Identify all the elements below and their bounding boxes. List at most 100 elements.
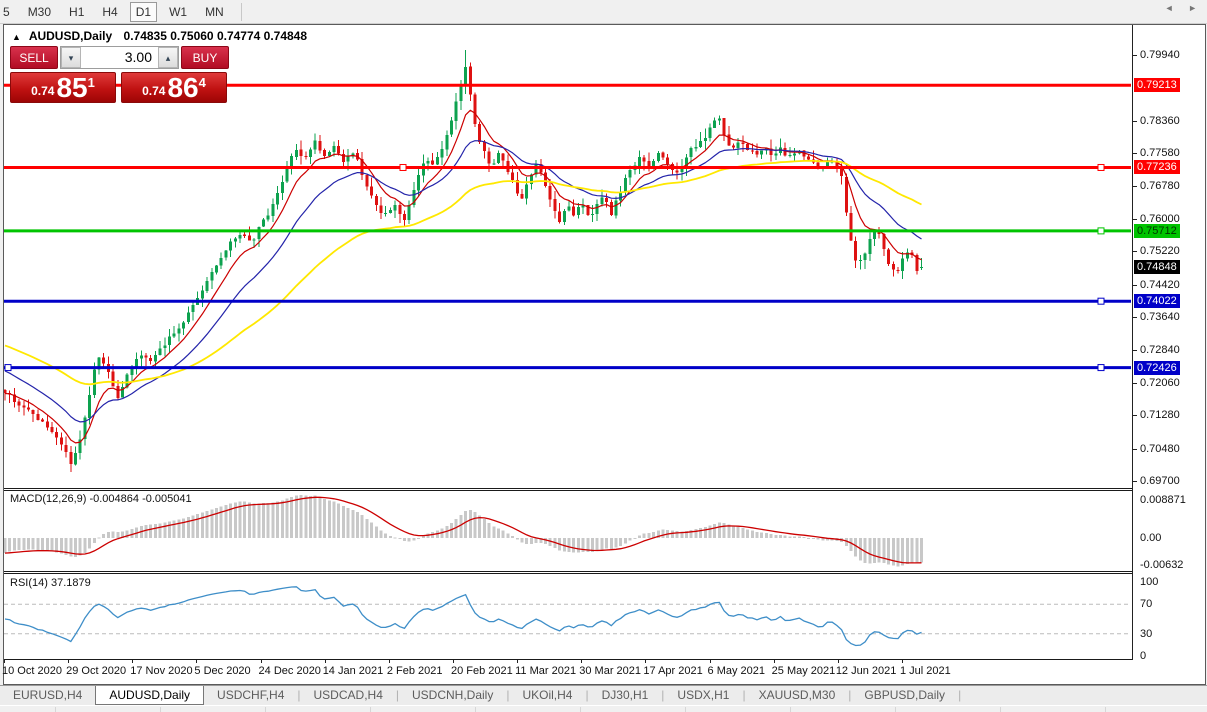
buy-button[interactable]: BUY <box>181 46 229 69</box>
timeframe-button-h4[interactable]: H4 <box>102 4 118 19</box>
date-label: 25 May 2021 <box>771 665 836 677</box>
tab-gbpusd-daily[interactable]: GBPUSD,Daily <box>864 688 946 702</box>
statusbar-divider <box>370 707 371 712</box>
timeframe-button-mn[interactable]: MN <box>205 4 224 19</box>
timeframe-button-w1[interactable]: W1 <box>169 4 188 19</box>
price-tick <box>1133 251 1137 253</box>
level-price-label: 0.77236 <box>1134 160 1180 175</box>
price-tick-label: 0.72840 <box>1140 344 1180 357</box>
level-price-label: 0.79213 <box>1134 78 1180 93</box>
volume-input[interactable]: 3.00 <box>124 49 152 65</box>
tab-dj30-h1[interactable]: DJ30,H1 <box>601 688 649 702</box>
statusbar-divider <box>1000 707 1001 712</box>
statusbar-divider <box>265 707 266 712</box>
date-tick <box>645 660 647 663</box>
level-price-label: 0.72426 <box>1134 360 1180 375</box>
volume-up-button[interactable]: ▴ <box>158 47 178 68</box>
rsi-label: RSI(14) 37.1879 <box>10 577 91 589</box>
tab-usdx-h1[interactable]: USDX,H1 <box>677 688 730 702</box>
tab-usdcad-h4[interactable]: USDCAD,H4 <box>313 688 383 702</box>
price-tick-label: 0.71280 <box>1140 409 1180 422</box>
buy-price-button[interactable]: 0.74 86 4 <box>121 72 227 103</box>
statusbar-divider <box>580 707 581 712</box>
tab-eurusd-h4[interactable]: EURUSD,H4 <box>13 688 83 702</box>
tab-separator: | <box>395 688 399 702</box>
sell-price-button[interactable]: 0.74 85 1 <box>10 72 116 103</box>
price-tick-label: 0.79940 <box>1140 49 1180 61</box>
rsi-canvas[interactable] <box>4 574 1131 659</box>
price-tick-label: 0.70480 <box>1140 442 1180 455</box>
price-tick <box>1133 186 1137 188</box>
ohlc-readout: 0.74835 0.75060 0.74774 0.74848 <box>123 29 308 43</box>
sell-button[interactable]: SELL <box>10 46 58 69</box>
date-label: 17 Nov 2020 <box>130 665 193 677</box>
sell-price-pips: 85 <box>56 72 88 103</box>
collapse-panel-icon[interactable]: ▲ <box>12 32 21 42</box>
tab-scroll-arrows[interactable]: ◄ ► <box>1164 3 1203 13</box>
tab-audusd-daily[interactable]: AUDUSD,Daily <box>95 686 205 705</box>
statusbar-divider <box>475 707 476 712</box>
chart-window <box>3 24 1206 685</box>
price-tick-label: 0.78360 <box>1140 114 1180 127</box>
price-tick <box>1133 218 1137 220</box>
macd-scale-label: -0.00632 <box>1140 559 1184 572</box>
price-tick <box>1133 448 1137 450</box>
date-tick <box>901 660 903 663</box>
macd-canvas[interactable] <box>4 491 1131 571</box>
price-tick-label: 0.73640 <box>1140 311 1180 324</box>
moving-average-8 <box>4 109 922 444</box>
timeframe-button-h1[interactable]: H1 <box>69 4 85 19</box>
date-label: 12 Jun 2021 <box>835 665 897 677</box>
buy-price-prefix: 0.74 <box>142 84 166 98</box>
current-price-label: 0.74848 <box>1134 259 1180 274</box>
tab-ukoil-h4[interactable]: UKOil,H4 <box>522 688 573 702</box>
buy-price-point: 4 <box>198 75 206 90</box>
price-tick-label: 0.76000 <box>1140 212 1180 225</box>
statusbar-divider <box>895 707 896 712</box>
panel-divider <box>4 573 1132 574</box>
macd-signal-line <box>4 496 922 564</box>
tab-separator: | <box>958 688 962 702</box>
tab-xauusd-m30[interactable]: XAUUSD,M30 <box>758 688 836 702</box>
statusbar-divider <box>685 707 686 712</box>
date-tick <box>452 660 454 663</box>
date-tick <box>324 660 326 663</box>
symbol-period-label: AUDUSD,Daily <box>28 29 113 43</box>
date-tick <box>581 660 583 663</box>
tab-usdcnh-daily[interactable]: USDCNH,Daily <box>412 688 494 702</box>
timeframe-button-5[interactable]: 5 <box>3 4 10 19</box>
tab-separator: | <box>506 688 510 702</box>
price-tick-label: 0.75220 <box>1140 245 1180 258</box>
hline-handle <box>1097 364 1105 372</box>
statusbar-divider <box>55 707 56 712</box>
tab-usdchf-h4[interactable]: USDCHF,H4 <box>217 688 285 702</box>
price-tick <box>1133 480 1137 482</box>
date-tick <box>4 660 5 663</box>
date-axis: 10 Oct 2020 29 Oct 2020 17 Nov 2020 5 Dec 2… <box>2 660 1132 684</box>
timeframe-toolbar: 5 M30 H1 H4 D1 W1 MN <box>0 0 1207 24</box>
macd-scale-label: 0.00 <box>1140 532 1162 544</box>
date-tick <box>773 660 775 663</box>
date-tick <box>388 660 390 663</box>
date-label: 10 Oct 2020 <box>2 665 62 677</box>
price-tick <box>1133 317 1137 319</box>
statusbar-divider <box>160 707 161 712</box>
panel-divider <box>4 571 1132 572</box>
one-click-trade-panel: SELL ▾ 3.00 ▴ BUY 0.74 85 1 0.74 86 4 <box>10 46 229 103</box>
timeframe-button-m30[interactable]: M30 <box>27 4 52 19</box>
chart-title: ▲ AUDUSD,Daily 0.74835 0.75060 0.74774 0… <box>12 29 307 43</box>
timeframe-button-d1[interactable]: D1 <box>129 1 158 22</box>
date-tick <box>132 660 134 663</box>
volume-down-button[interactable]: ▾ <box>61 47 81 68</box>
date-label: 11 Mar 2021 <box>515 665 577 677</box>
date-tick <box>260 660 262 663</box>
price-tick-label: 0.77580 <box>1140 147 1180 160</box>
price-tick <box>1133 120 1137 122</box>
toolbar-separator <box>240 2 242 21</box>
date-tick <box>709 660 711 663</box>
rsi-line <box>4 586 922 647</box>
buy-price-pips: 86 <box>167 72 199 103</box>
main-chart-canvas[interactable] <box>4 26 1131 488</box>
date-label: 1 Jul 2021 <box>899 665 951 677</box>
date-label: 2 Feb 2021 <box>386 665 443 677</box>
